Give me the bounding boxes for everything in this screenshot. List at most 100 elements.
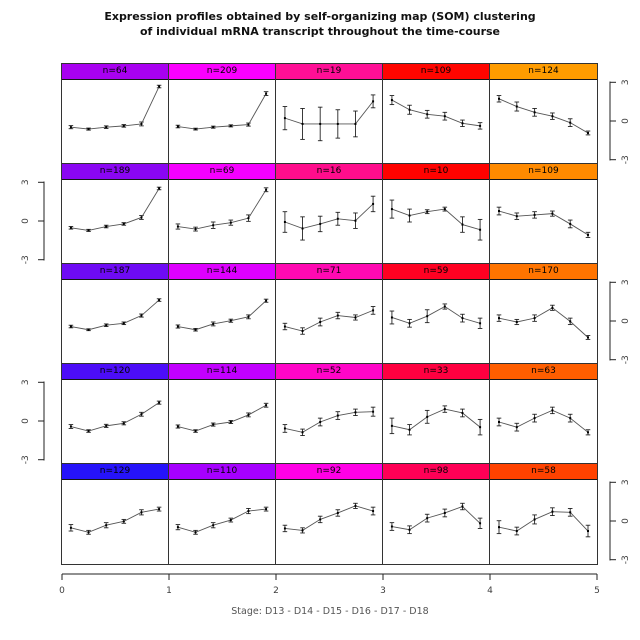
profile-line [391,208,481,231]
expression-profile-plot [389,199,483,241]
som-cell-r5c5: n=58 [490,464,597,564]
profile-points [498,409,589,434]
y-tick-label: 3 [21,179,31,185]
profile-points [176,508,268,534]
expression-profile-plot [496,95,591,136]
profile-points [176,404,268,433]
x-axis-label: Stage: D13 - D14 - D15 - D16 - D17 - D18 [231,606,429,617]
cluster-count-header: n=124 [490,64,597,80]
profile-line [284,505,374,531]
profile-line [498,98,589,134]
x-tick-label: 4 [487,586,493,596]
expression-profile-plot [282,94,376,142]
som-cell-r2c4: n=10 [383,164,490,264]
profile-points [69,299,161,331]
som-cell-r2c2: n=69 [169,164,276,264]
profile-points [498,306,589,339]
cluster-count-header: n=64 [62,64,168,80]
cluster-count-header: n=33 [383,364,489,380]
profile-line [391,99,481,127]
error-bars [496,95,591,136]
profile-points [283,410,375,434]
y-tick-label: -3 [621,355,631,364]
y-tick-label: 3 [621,79,631,85]
y-tick-label: 3 [621,479,631,485]
som-cell-r3c4: n=59 [383,264,490,364]
cluster-count-header: n=59 [383,264,489,280]
cluster-count-header: n=69 [169,164,275,180]
cluster-count-header: n=129 [62,464,168,480]
error-bars [389,199,483,241]
som-cell-r4c1: n=120 [62,364,169,464]
expression-profile-plot [68,400,162,433]
right-y-axis-row1: 3 0 -3 [609,79,631,164]
y-tick-label: 0 [621,518,631,524]
expression-profile-plot [68,186,162,232]
som-cell-r2c1: n=189 [62,164,169,264]
cluster-count-header: n=92 [276,464,382,480]
som-cell-r5c2: n=110 [169,464,276,564]
cluster-count-header: n=109 [490,164,597,180]
profile-points [390,305,482,325]
profile-line [284,411,374,433]
som-cell-r2c5: n=109 [490,164,597,264]
y-tick-label: -3 [21,255,31,264]
cluster-count-header: n=109 [383,64,489,80]
expression-profile-plot [175,402,269,433]
profile-line [391,305,481,324]
cluster-count-header: n=144 [169,264,275,280]
profile-line [177,300,267,331]
profile-points [498,510,589,533]
cluster-count-header: n=98 [383,464,489,480]
profile-points [69,508,161,534]
som-cell-r3c5: n=170 [490,264,597,364]
som-cell-r5c1: n=129 [62,464,169,564]
expression-profile-plot [175,91,269,131]
profile-line [284,309,374,332]
profile-points [498,210,589,236]
profile-points [283,504,375,532]
right-y-axis-row5: 3 0 -3 [609,479,631,564]
expression-profile-plot [496,206,591,238]
expression-profile-plot [389,95,483,130]
profile-line [284,203,374,229]
expression-profile-plot [282,306,376,335]
y-tick-label: 3 [21,379,31,385]
profile-points [283,309,375,333]
profile-line [70,508,160,533]
som-cell-r1c2: n=209 [169,64,276,164]
expression-profile-plot [175,506,269,535]
cluster-count-header: n=120 [62,364,168,380]
y-tick-label: 3 [621,279,631,285]
cluster-count-header: n=71 [276,264,382,280]
y-tick-label: -3 [621,155,631,164]
error-bars [68,84,162,131]
cluster-count-header: n=187 [62,264,168,280]
expression-profile-plot [282,502,376,534]
profile-line [498,511,589,532]
som-cell-r1c5: n=124 [490,64,597,164]
x-axis: 0 1 2 3 4 5 [59,573,600,596]
profile-points [283,100,375,125]
error-bars [68,186,162,232]
profile-points [390,505,482,531]
expression-profile-plot [389,405,483,436]
profile-points [176,299,268,331]
cluster-count-header: n=10 [383,164,489,180]
error-bars [175,91,269,131]
y-tick-label: 0 [621,318,631,324]
error-bars [496,206,591,238]
profile-line [70,86,160,130]
profile-points [498,97,589,134]
som-cell-r4c2: n=114 [169,364,276,464]
error-bars [282,306,376,335]
profile-line [177,189,267,230]
profile-points [69,187,161,232]
error-bars [68,400,162,433]
profile-points [390,99,482,127]
error-bars [389,303,483,329]
profile-line [70,402,160,432]
plot-title-line1: Expression profiles obtained by self-org… [104,10,536,23]
profile-points [390,208,482,231]
som-cell-r3c3: n=71 [276,264,383,364]
